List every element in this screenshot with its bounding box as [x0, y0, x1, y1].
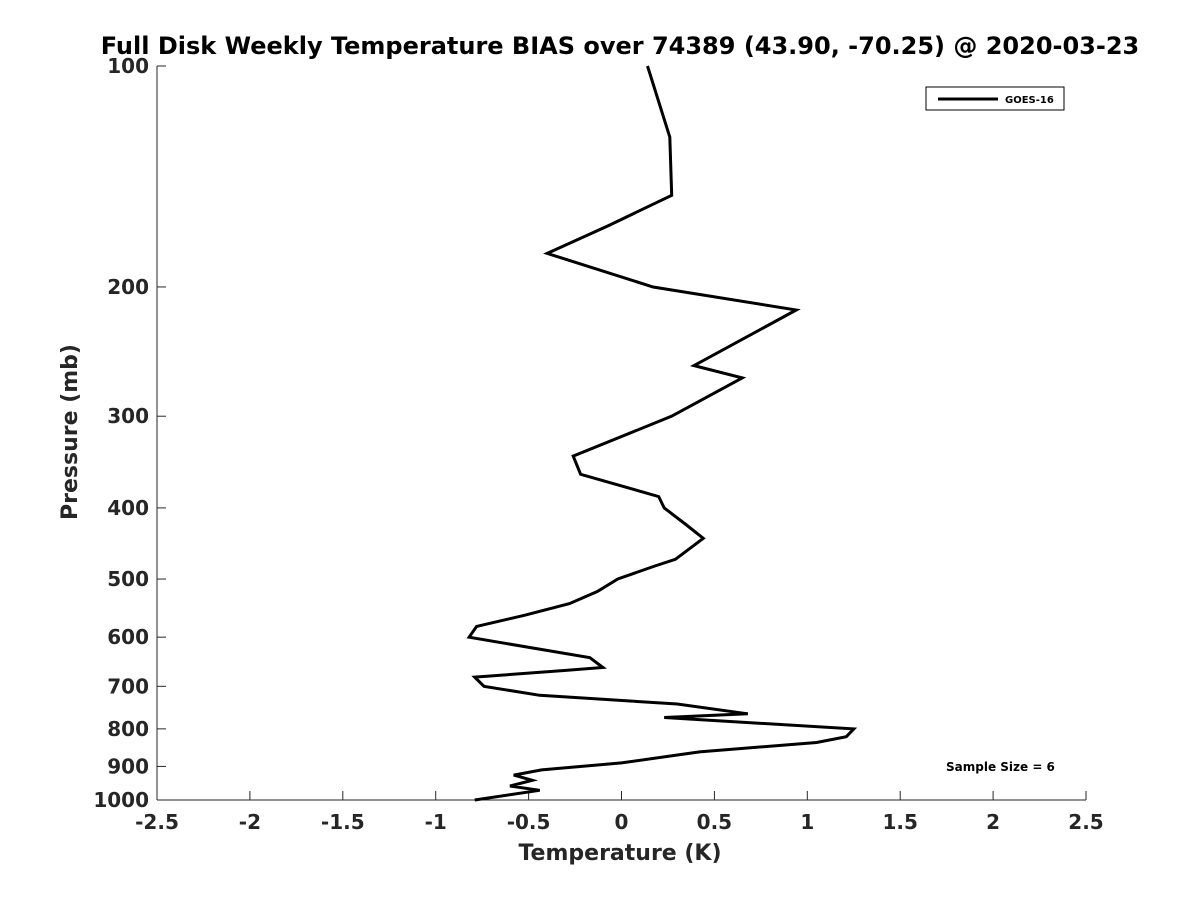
y-tick-label: 800 [107, 717, 149, 741]
x-tick-label: 1.5 [882, 810, 917, 834]
sample-size-annotation: Sample Size = 6 [946, 760, 1055, 774]
y-tick-label: 500 [107, 567, 149, 591]
y-tick-label: 600 [107, 625, 149, 649]
y-tick-label: 300 [107, 404, 149, 428]
series-line-goes-16 [466, 65, 858, 802]
x-tick-label: 0.5 [697, 810, 732, 834]
y-tick-label: 900 [107, 754, 149, 778]
x-tick-label: 1 [800, 810, 814, 834]
x-tick-label: -1 [425, 810, 447, 834]
x-tick-label: -2 [239, 810, 261, 834]
x-tick-label: -0.5 [507, 810, 551, 834]
y-tick-label: 1000 [93, 788, 149, 812]
y-tick-label: 400 [107, 496, 149, 520]
series-group [466, 65, 858, 802]
legend: GOES-16 [925, 86, 1065, 111]
x-tick-label: -1.5 [321, 810, 365, 834]
legend-label-goes-16: GOES-16 [1005, 95, 1054, 106]
x-axis-label: Temperature (K) [518, 841, 721, 866]
x-tick-label: 0 [615, 810, 629, 834]
x-tick-label: 2.5 [1068, 810, 1103, 834]
axis-ticks: -2.5 -2 -1.5 -1 -0.5 0 0.5 1 1.5 2 2.5 100 200 300 400… [93, 54, 1103, 834]
y-tick-label: 200 [107, 275, 149, 299]
y-tick-label: 100 [107, 54, 149, 78]
x-tick-label: -2.5 [135, 810, 179, 834]
y-tick-label: 700 [107, 674, 149, 698]
chart-title: Full Disk Weekly Temperature BIAS over 7… [101, 32, 1140, 60]
y-axis-label: Pressure (mb) [58, 344, 83, 520]
x-tick-label: 2 [986, 810, 1000, 834]
